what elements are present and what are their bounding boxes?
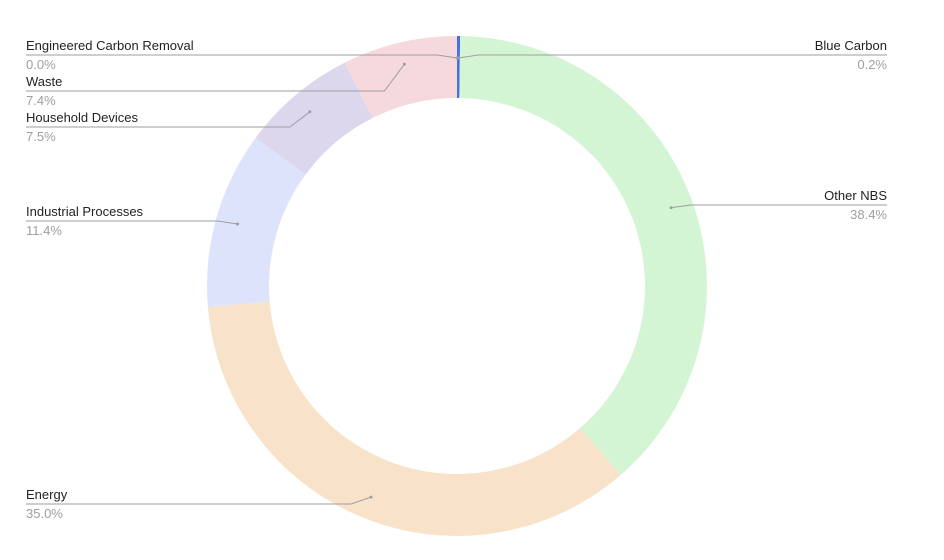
slice-other-nbs[interactable] [459, 36, 707, 475]
value-label-household-devices: 7.5% [26, 129, 56, 144]
leader-line-energy [26, 496, 372, 505]
leader-line-waste [26, 63, 405, 92]
value-label-industrial-processes: 11.4% [26, 223, 62, 238]
slice-industrial-processes[interactable] [207, 137, 306, 307]
label-group: Blue Carbon 0.2% Other NBS 38.4% Energy 35.0%… [26, 38, 887, 521]
leader-line-group [26, 54, 887, 505]
label-engineered-carbon-removal: Engineered Carbon Removal [26, 38, 194, 53]
label-blue-carbon: Blue Carbon [815, 38, 887, 53]
value-label-energy: 35.0% [26, 506, 63, 521]
leader-dot-other-nbs [669, 206, 673, 210]
leader-dot-waste [402, 62, 406, 66]
value-label-engineered-carbon-removal: 0.0% [26, 57, 56, 72]
label-industrial-processes: Industrial Processes [26, 204, 144, 219]
leader-line-other-nbs [671, 204, 887, 209]
value-label-blue-carbon: 0.2% [857, 57, 887, 72]
leader-dot-energy [369, 495, 373, 499]
leader-line-blue-carbon [458, 54, 887, 59]
value-label-other-nbs: 38.4% [850, 207, 887, 222]
label-other-nbs: Other NBS [824, 188, 887, 203]
leader-dot-engineered-carbon-removal [455, 56, 459, 60]
slice-blue-carbon[interactable] [457, 36, 461, 99]
label-energy: Energy [26, 487, 68, 502]
label-household-devices: Household Devices [26, 110, 139, 125]
leader-line-household-devices [26, 111, 311, 128]
leader-line-industrial-processes [26, 220, 238, 225]
leader-dot-household-devices [308, 110, 312, 114]
label-waste: Waste [26, 74, 62, 89]
slice-group [207, 36, 707, 536]
slice-waste[interactable] [344, 36, 457, 118]
value-label-waste: 7.4% [26, 93, 56, 108]
slice-energy[interactable] [207, 301, 621, 536]
leader-line-engineered-carbon-removal [26, 54, 458, 59]
leader-dot-industrial-processes [236, 222, 240, 226]
